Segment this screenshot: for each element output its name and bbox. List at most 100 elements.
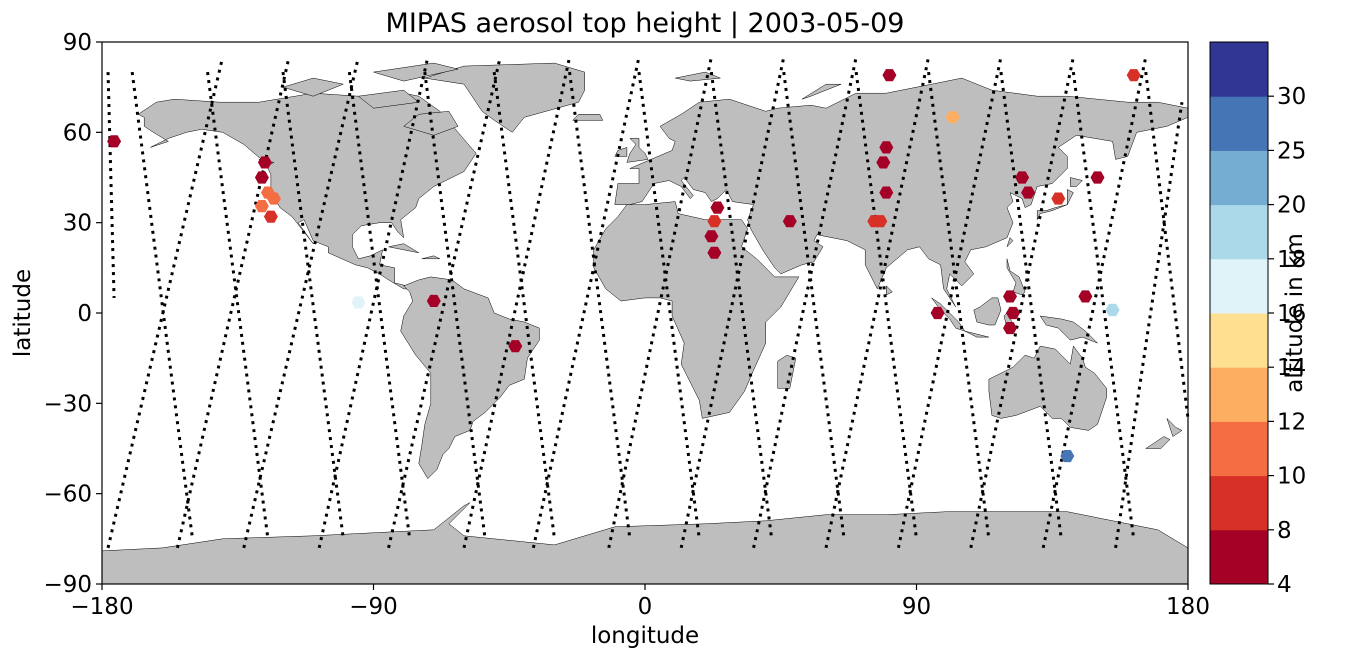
- y-axis-label: latitude: [10, 269, 36, 357]
- orbit-track: [281, 71, 345, 540]
- land-polygon: [282, 77, 345, 97]
- land-polygon: [1006, 258, 1026, 296]
- y-tick-label: 60: [63, 120, 92, 146]
- land-polygon: [964, 330, 989, 338]
- aerosol-point: [1006, 306, 1020, 320]
- orbit-track: [347, 71, 412, 540]
- aerosol-point: [1060, 450, 1075, 463]
- aerosol-point: [254, 171, 269, 184]
- aerosol-point: [1105, 303, 1120, 317]
- orbit-track: [130, 71, 194, 540]
- aerosol-point: [257, 156, 272, 169]
- land-polygon: [886, 285, 893, 296]
- aerosol-point: [707, 246, 722, 259]
- aerosol-point: [879, 141, 894, 154]
- land-polygon: [593, 201, 800, 419]
- y-tick-label: 0: [77, 301, 92, 327]
- colorbar-tick-label: 12: [1277, 409, 1306, 435]
- orbit-track: [709, 71, 774, 540]
- aerosol-point: [707, 215, 722, 228]
- land-polygon: [1166, 418, 1183, 437]
- colorbar-tick-label: 18: [1277, 247, 1306, 273]
- colorbar-tick-label: 25: [1277, 138, 1306, 164]
- orbit-track: [999, 71, 1063, 540]
- aerosol-point: [876, 156, 891, 169]
- x-tick-label: −180: [70, 594, 133, 620]
- colorbar-tick-label: 10: [1277, 464, 1306, 490]
- colorbar-tick-label: 30: [1277, 84, 1306, 110]
- colorbar-tick-label: 4: [1277, 572, 1292, 598]
- aerosol-point: [1015, 171, 1030, 184]
- orbit-track: [969, 56, 1075, 549]
- aerosol-point: [882, 69, 897, 82]
- colorbar-bin: [1210, 475, 1268, 531]
- aerosol-point: [930, 306, 945, 320]
- aerosol-point: [426, 294, 441, 307]
- orbit-track: [637, 71, 701, 540]
- x-tick-label: 90: [902, 594, 931, 620]
- aerosol-point: [351, 296, 366, 309]
- aerosol-point: [1051, 192, 1066, 205]
- land-polygon: [388, 243, 419, 254]
- land-polygon: [988, 345, 1107, 431]
- land-polygon: [777, 354, 797, 389]
- aerosol-point: [1003, 322, 1017, 335]
- colorbar-tick-label: 8: [1277, 518, 1292, 544]
- colorbar-bin: [1210, 421, 1268, 477]
- colorbar-tick-label: 16: [1277, 301, 1306, 327]
- land-polygon: [373, 62, 459, 82]
- land-polygon: [403, 111, 459, 136]
- y-ticks: −90 −60 −30 0 30 60 90: [43, 30, 102, 598]
- land-polygon: [137, 92, 477, 290]
- land-polygon: [400, 276, 540, 480]
- aerosol-point: [1003, 290, 1017, 303]
- x-tick-label: 180: [1166, 594, 1210, 620]
- aerosol-point: [1078, 290, 1093, 303]
- x-axis-label: longitude: [591, 623, 699, 649]
- colorbar-tick-label: 20: [1277, 193, 1306, 219]
- colorbar-tick-label: 14: [1277, 355, 1306, 381]
- y-tick-label: −60: [43, 482, 92, 508]
- land-polygon: [1006, 237, 1014, 247]
- orbit-track: [854, 71, 918, 540]
- orbit-track: [752, 56, 858, 549]
- land-polygon: [571, 114, 604, 121]
- land-polygon: [675, 71, 721, 82]
- land-polygon: [614, 77, 1189, 308]
- aerosol-point: [1126, 69, 1141, 82]
- aerosol-point: [1090, 171, 1105, 184]
- colorbar-bin: [1210, 42, 1268, 97]
- orbit-track: [782, 71, 846, 540]
- orbit-track: [568, 71, 632, 540]
- orbit-track: [1071, 71, 1136, 540]
- y-tick-label: 90: [63, 30, 92, 56]
- colorbar: 4 8 10 12 14 16 18 20 25 30: [1209, 41, 1306, 598]
- colorbar-bin: [1210, 204, 1268, 260]
- x-ticks: −180 −90 0 90 180: [70, 584, 1210, 620]
- chart-title: MIPAS aerosol top height | 2003-05-09: [386, 8, 905, 39]
- y-tick-label: −90: [43, 572, 92, 598]
- aerosol-point: [263, 210, 278, 223]
- orbit-track: [1144, 71, 1190, 419]
- x-tick-label: 0: [638, 594, 653, 620]
- aerosol-point: [1021, 186, 1036, 199]
- land-polygon: [1039, 315, 1098, 344]
- orbit-track: [927, 71, 991, 540]
- orbit-track: [423, 71, 487, 540]
- y-tick-label: −30: [43, 391, 92, 417]
- orbit-track: [462, 56, 572, 549]
- aerosol-point: [254, 200, 269, 213]
- land-polygon: [1144, 436, 1171, 449]
- land-polygon: [973, 297, 1002, 326]
- land-masses: [101, 62, 1189, 585]
- aerosol-point: [710, 201, 725, 214]
- aerosol-point: [508, 340, 523, 353]
- colorbar-bin: [1210, 258, 1268, 314]
- orbit-track: [896, 56, 1003, 549]
- aerosol-point: [266, 192, 281, 205]
- x-tick-label: −90: [349, 594, 398, 620]
- orbit-tracks: [106, 56, 1190, 549]
- colorbar-bin: [1210, 96, 1268, 151]
- colorbar-bin: [1210, 529, 1268, 585]
